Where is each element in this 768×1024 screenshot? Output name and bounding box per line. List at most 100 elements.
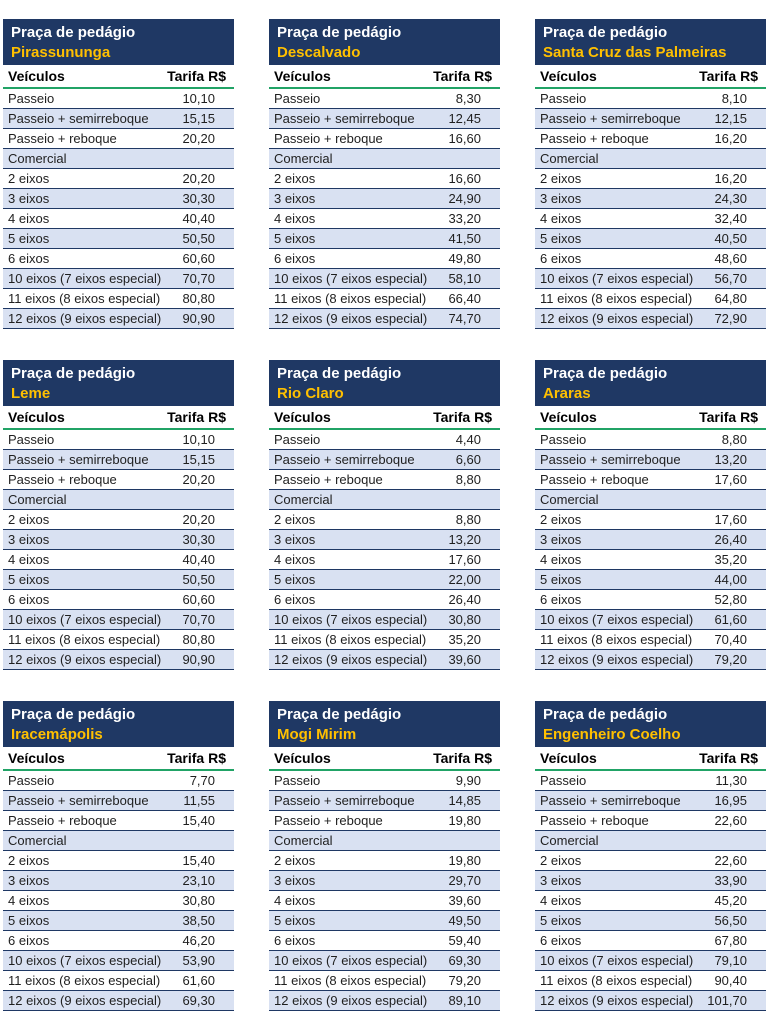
tariff-row: 3 eixos 24,90: [269, 189, 500, 209]
card-title: Praça de pedágio: [11, 364, 136, 382]
vehicle-label: Passeio: [540, 432, 587, 447]
tariff-row: Passeio + reboque 17,60: [535, 470, 766, 490]
tariff-value: 50,50: [182, 231, 215, 246]
tariff-row: 3 eixos 30,30: [3, 189, 234, 209]
tariff-value: 20,20: [182, 171, 215, 186]
tariff-value: 15,15: [182, 452, 215, 467]
tariff-value: 11,55: [183, 793, 215, 808]
tariff-value: 101,70: [707, 993, 747, 1008]
vehicle-label: Comercial: [274, 833, 333, 848]
tariff-row: Passeio 11,30: [535, 771, 766, 791]
tariff-row: 6 eixos 60,60: [3, 590, 234, 610]
toll-plaza-card: Praça de pedágio Leme Veículos Tarifa R$…: [3, 360, 234, 670]
vehicle-label: 11 eixos (8 eixos especial): [540, 973, 693, 988]
tariff-section-row: Comercial: [3, 490, 234, 510]
tariff-row: 4 eixos 35,20: [535, 550, 766, 570]
tariff-value: 61,60: [714, 612, 747, 627]
tariff-row: 2 eixos 19,80: [269, 851, 500, 871]
tariff-section-row: Comercial: [269, 490, 500, 510]
tariff-value: 11,30: [715, 773, 747, 788]
tariff-value: 35,20: [714, 552, 747, 567]
tariff-row: 4 eixos 45,20: [535, 891, 766, 911]
toll-plaza-card: Praça de pedágio Rio Claro Veículos Tari…: [269, 360, 500, 670]
vehicle-label: 10 eixos (7 eixos especial): [8, 612, 162, 627]
tariff-value: 53,90: [182, 953, 215, 968]
column-header-row: Veículos Tarifa R$: [269, 65, 500, 89]
vehicle-label: Passeio + reboque: [8, 472, 117, 487]
vehicle-label: 5 eixos: [540, 572, 582, 587]
tariff-value: 90,90: [182, 311, 215, 326]
tariff-row: 11 eixos (8 eixos especial) 80,80: [3, 289, 234, 309]
tariff-row: 6 eixos 49,80: [269, 249, 500, 269]
card-header: Praça de pedágio Araras: [535, 360, 766, 406]
tariff-section-row: Comercial: [269, 149, 500, 169]
vehicle-label: Passeio + semirreboque: [8, 111, 149, 126]
tariff-row: 3 eixos 13,20: [269, 530, 500, 550]
plaza-name: Descalvado: [277, 43, 361, 61]
vehicles-column-header: Veículos: [540, 409, 597, 425]
tariff-row: Passeio + semirreboque 12,45: [269, 109, 500, 129]
tariff-value: 30,30: [182, 532, 215, 547]
tariff-value: 22,00: [448, 572, 481, 587]
tariff-row: 6 eixos 59,40: [269, 931, 500, 951]
vehicles-column-header: Veículos: [274, 68, 331, 84]
tariff-column-header: Tarifa R$: [167, 409, 226, 425]
plaza-name: Araras: [543, 384, 591, 402]
tariff-row: 10 eixos (7 eixos especial) 56,70: [535, 269, 766, 289]
plaza-name: Iracemápolis: [11, 725, 103, 743]
vehicle-label: 4 eixos: [8, 552, 50, 567]
tariff-row: Passeio + semirreboque 14,85: [269, 791, 500, 811]
vehicle-label: 12 eixos (9 eixos especial): [274, 652, 428, 667]
tariff-value: 40,50: [714, 231, 747, 246]
tariff-row: 6 eixos 48,60: [535, 249, 766, 269]
tariff-row: Passeio + semirreboque 6,60: [269, 450, 500, 470]
tariff-row: Passeio 8,30: [269, 89, 500, 109]
tariff-row: 11 eixos (8 eixos especial) 64,80: [535, 289, 766, 309]
vehicles-column-header: Veículos: [8, 68, 65, 84]
tariff-value: 20,20: [182, 472, 215, 487]
tariff-value: 20,20: [182, 131, 215, 146]
vehicle-label: 3 eixos: [274, 191, 316, 206]
tariff-value: 60,60: [182, 592, 215, 607]
tariff-value: 90,40: [714, 973, 747, 988]
tariff-row: Passeio + semirreboque 16,95: [535, 791, 766, 811]
vehicle-label: 3 eixos: [8, 873, 50, 888]
tariff-row: 6 eixos 46,20: [3, 931, 234, 951]
column-header-row: Veículos Tarifa R$: [269, 406, 500, 430]
vehicle-label: Passeio: [540, 773, 587, 788]
tariff-row: 4 eixos 32,40: [535, 209, 766, 229]
tariff-row: 4 eixos 33,20: [269, 209, 500, 229]
tariff-row: Passeio + semirreboque 13,20: [535, 450, 766, 470]
vehicle-label: 3 eixos: [274, 532, 316, 547]
vehicle-label: Comercial: [540, 151, 599, 166]
tariff-value: 17,60: [714, 472, 747, 487]
tariff-value: 67,80: [714, 933, 747, 948]
tariff-row: 6 eixos 52,80: [535, 590, 766, 610]
tariff-row: 10 eixos (7 eixos especial) 53,90: [3, 951, 234, 971]
vehicle-label: 4 eixos: [540, 211, 582, 226]
tariff-row: 4 eixos 40,40: [3, 209, 234, 229]
vehicle-label: 6 eixos: [8, 933, 50, 948]
tariff-value: 79,20: [448, 973, 481, 988]
toll-plaza-card: Praça de pedágio Engenheiro Coelho Veícu…: [535, 701, 766, 1011]
tariff-row: 6 eixos 60,60: [3, 249, 234, 269]
vehicle-label: 6 eixos: [274, 933, 316, 948]
card-title: Praça de pedágio: [277, 364, 402, 382]
tariff-rows: Passeio 8,30 Passeio + semirreboque 12,4…: [269, 89, 500, 329]
tariff-row: 12 eixos (9 eixos especial) 90,90: [3, 309, 234, 329]
vehicle-label: 5 eixos: [8, 913, 50, 928]
tariff-row: Passeio + semirreboque 11,55: [3, 791, 234, 811]
tariff-value: 40,40: [182, 552, 215, 567]
tariff-value: 16,60: [448, 171, 481, 186]
vehicle-label: 6 eixos: [8, 251, 50, 266]
tariff-value: 8,80: [455, 472, 481, 487]
tariff-row: Passeio + semirreboque 12,15: [535, 109, 766, 129]
vehicle-label: 12 eixos (9 eixos especial): [8, 993, 162, 1008]
tariff-row: 2 eixos 16,20: [535, 169, 766, 189]
tariff-rows: Passeio 10,10 Passeio + semirreboque 15,…: [3, 89, 234, 329]
toll-plaza-card: Praça de pedágio Iracemápolis Veículos T…: [3, 701, 234, 1011]
tariff-value: 8,30: [455, 91, 481, 106]
vehicle-label: 12 eixos (9 eixos especial): [540, 311, 694, 326]
card-title: Praça de pedágio: [11, 23, 136, 41]
tariff-section-row: Comercial: [535, 490, 766, 510]
